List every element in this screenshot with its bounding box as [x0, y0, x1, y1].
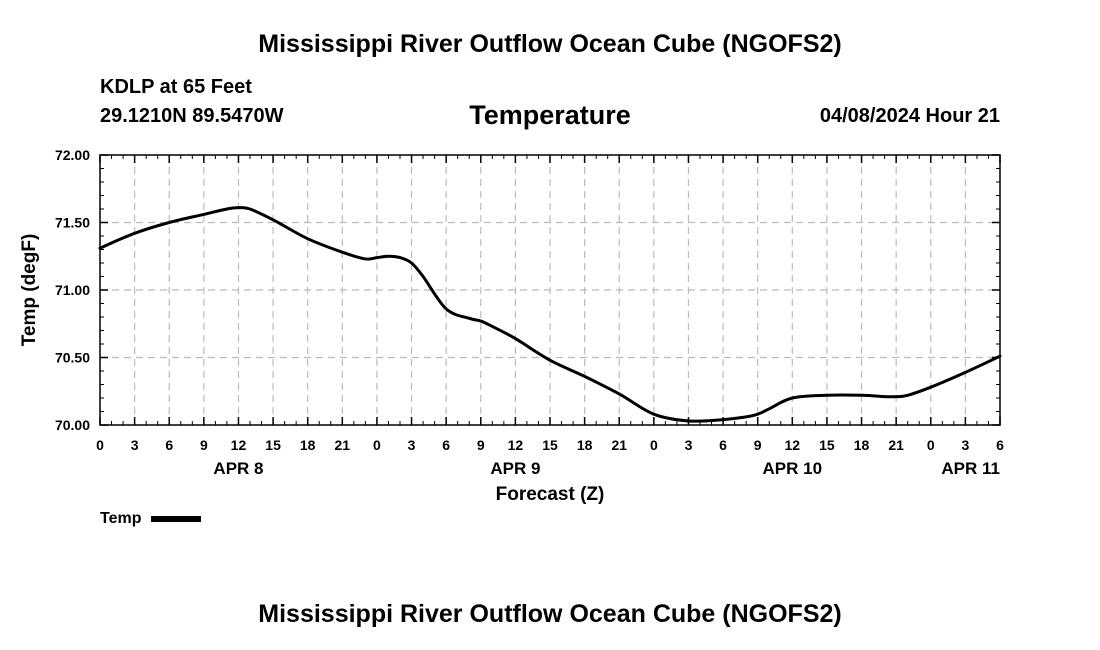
x-tick-label: 18: [300, 437, 316, 453]
y-tick-label: 72.00: [55, 147, 90, 163]
day-label: APR 9: [490, 459, 540, 478]
grid: [100, 155, 1000, 425]
variable-title: Temperature: [469, 100, 631, 130]
x-tick-label: 0: [96, 437, 104, 453]
x-tick-label: 6: [719, 437, 727, 453]
legend-label: Temp: [100, 510, 142, 527]
series-layer: [98, 206, 1002, 423]
x-tick-label: 12: [231, 437, 247, 453]
y-tick-label: 70.00: [55, 417, 90, 433]
legend: Temp: [100, 510, 202, 528]
x-axis-title: Forecast (Z): [496, 484, 605, 505]
x-tick-label: 18: [577, 437, 593, 453]
x-tick-label: 21: [335, 437, 351, 453]
x-tick-label: 3: [408, 437, 416, 453]
x-tick-label: 18: [854, 437, 870, 453]
day-label: APR 8: [213, 459, 263, 478]
x-tick-label: 3: [685, 437, 693, 453]
x-tick-label: 12: [785, 437, 801, 453]
forecast-datetime: 04/08/2024 Hour 21: [819, 105, 1000, 127]
x-tick-label: 15: [265, 437, 281, 453]
x-tick-label: 9: [754, 437, 762, 453]
day-label: APR 10: [763, 459, 823, 478]
x-tick-label: 3: [961, 437, 969, 453]
x-tick-label: 15: [819, 437, 835, 453]
day-label: APR 11: [941, 459, 1000, 478]
x-tick-label: 3: [131, 437, 139, 453]
x-tick-label: 12: [508, 437, 524, 453]
legend-line-swatch: [151, 516, 202, 522]
y-tick-label: 71.00: [55, 282, 90, 298]
x-tick-label: 0: [650, 437, 658, 453]
x-tick-label: 6: [165, 437, 173, 453]
x-tick-label: 0: [927, 437, 935, 453]
y-axis-title: Temp (degF): [19, 234, 40, 347]
y-tick-label: 71.50: [55, 215, 90, 231]
station-label: KDLP at 65 Feet: [100, 76, 252, 98]
x-tick-label: 15: [542, 437, 558, 453]
x-tick-label: 6: [442, 437, 450, 453]
x-tick-label: 9: [477, 437, 485, 453]
x-tick-label: 21: [611, 437, 627, 453]
chart-main-title: Mississippi River Outflow Ocean Cube (NG…: [258, 30, 842, 58]
chart-footer-title: Mississippi River Outflow Ocean Cube (NG…: [258, 600, 842, 628]
y-tick-label: 70.50: [55, 350, 90, 366]
coordinates-label: 29.1210N 89.5470W: [100, 105, 284, 127]
axis-labels: 0 3 6 9 12 15 18 21 0 3 6 9 12 15 18 21 0 3 6 9 12 15 18 21 0 3 6 7…: [55, 147, 1004, 478]
series-line-temp: [98, 206, 1002, 423]
x-tick-label: 9: [200, 437, 208, 453]
x-tick-label: 0: [373, 437, 381, 453]
x-tick-label: 6: [996, 437, 1004, 453]
x-tick-label: 21: [888, 437, 904, 453]
